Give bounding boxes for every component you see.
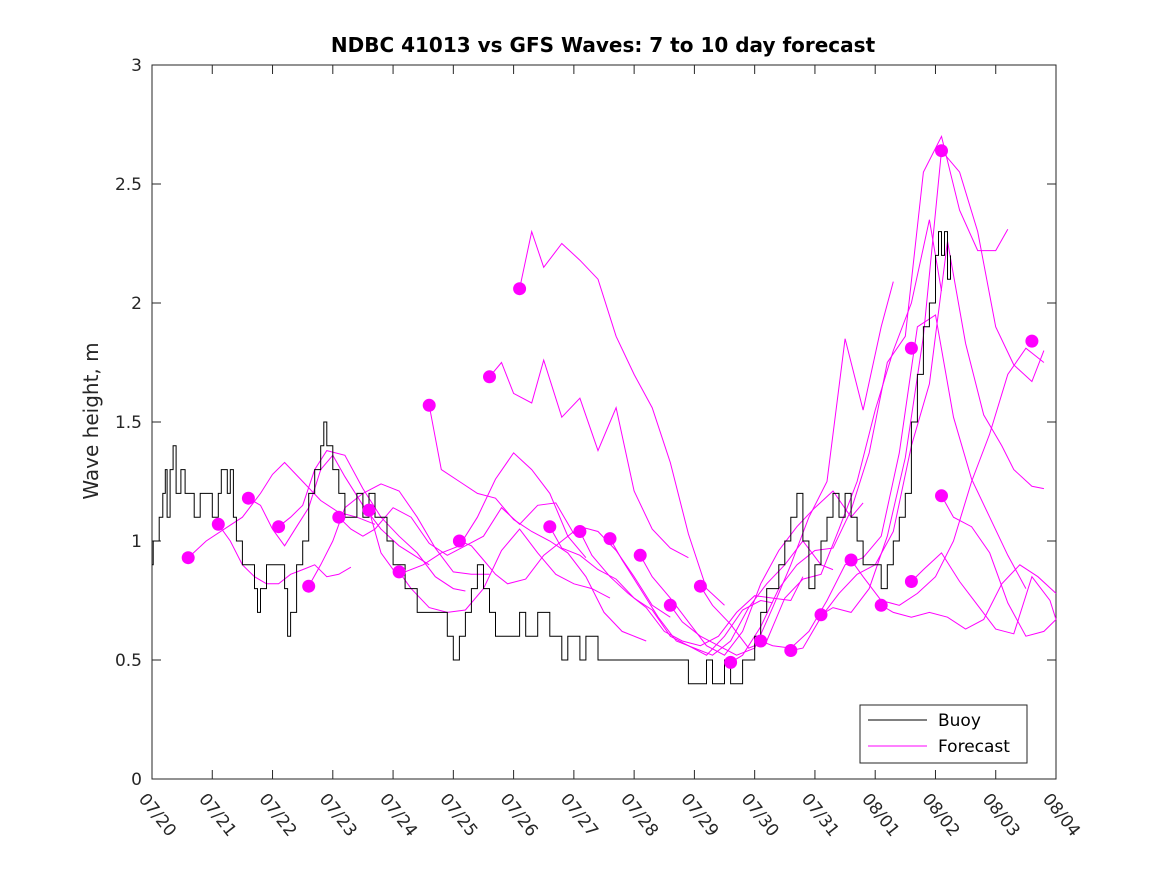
legend-box (859, 704, 1028, 764)
forecast-marker (181, 551, 195, 565)
forecast-marker (573, 525, 587, 538)
x-tick-label: 07/28 (616, 790, 662, 841)
x-tick-label: 07/25 (435, 790, 481, 841)
forecast-markers (181, 144, 1039, 669)
forecast-marker (904, 341, 918, 355)
forecast-line (278, 450, 466, 592)
legend-buoy-label: Buoy (938, 711, 981, 731)
forecast-line (941, 495, 1057, 637)
forecast-marker (543, 520, 557, 534)
y-tick-label: 2 (131, 294, 142, 314)
forecast-line (489, 358, 689, 559)
x-tick-label: 07/29 (676, 790, 722, 841)
x-tick-label: 08/01 (857, 790, 903, 841)
forecast-marker (483, 370, 496, 384)
plot-area: 07/20 07/21 07/22 07/23 07/24 07/25 07/26 07/27… (115, 56, 1084, 841)
forecast-marker (693, 579, 707, 593)
forecast-line (428, 405, 647, 642)
forecast-marker (935, 144, 948, 158)
forecast-marker (211, 517, 225, 531)
forecast-series (187, 134, 1057, 663)
y-axis: 0 0.5 1 1.5 2 2.5 3 (115, 56, 1056, 790)
plot-frame (151, 64, 1057, 780)
buoy-series (152, 231, 951, 685)
forecast-marker (874, 598, 888, 612)
forecast-marker (332, 510, 346, 524)
forecast-line (820, 149, 1045, 616)
forecast-marker (814, 608, 828, 622)
forecast-line (699, 219, 942, 649)
y-tick-label: 1 (131, 532, 142, 552)
x-tick-label: 08/04 (1038, 790, 1084, 841)
forecast-marker (513, 282, 527, 296)
y-tick-label: 3 (131, 56, 142, 76)
forecast-line (308, 483, 490, 587)
forecast-line (338, 502, 575, 556)
x-tick-label: 08/03 (978, 790, 1024, 841)
y-tick-label: 2.5 (115, 175, 142, 195)
forecast-marker (663, 598, 677, 612)
forecast-marker (272, 520, 286, 534)
x-tick-label: 07/23 (315, 790, 361, 841)
x-tick-label: 07/21 (194, 790, 240, 841)
forecast-line (609, 538, 834, 656)
forecast-marker (904, 575, 918, 588)
chart-title: NDBC 41013 vs GFS Waves: 7 to 10 day for… (331, 33, 876, 57)
forecast-line (398, 528, 611, 613)
forecast-line (850, 347, 1045, 606)
legend: Buoy Forecast (859, 704, 1028, 764)
forecast-line (459, 526, 671, 618)
x-tick-label: 07/31 (797, 790, 843, 841)
forecast-line (519, 229, 725, 606)
forecast-marker (1025, 334, 1039, 348)
forecast-line (790, 241, 1044, 651)
forecast-marker (302, 579, 316, 593)
buoy-line (152, 231, 951, 685)
forecast-line (730, 134, 1009, 663)
forecast-line (549, 526, 773, 656)
y-tick-label: 1.5 (115, 413, 142, 433)
forecast-marker (452, 534, 466, 548)
forecast-marker (392, 565, 406, 579)
forecast-marker (784, 644, 798, 657)
x-tick-label: 08/02 (918, 790, 964, 841)
forecast-line (579, 531, 804, 647)
forecast-line (880, 564, 1057, 630)
x-tick-label: 07/24 (375, 790, 421, 841)
forecast-marker (603, 532, 617, 546)
x-tick-label: 07/27 (556, 790, 602, 841)
forecast-marker (241, 491, 255, 505)
forecast-marker (362, 503, 376, 517)
legend-forecast-label: Forecast (938, 737, 1010, 757)
forecast-marker (724, 655, 738, 669)
x-tick-label: 07/30 (737, 790, 783, 841)
forecast-marker (844, 553, 858, 567)
y-tick-label: 0.5 (115, 651, 142, 671)
forecast-marker (422, 398, 436, 412)
forecast-line (911, 552, 1057, 635)
forecast-marker (633, 548, 647, 562)
x-tick-label: 07/22 (255, 790, 301, 841)
forecast-marker (935, 489, 948, 503)
x-tick-label: 07/26 (496, 790, 542, 841)
y-axis-label: Wave height, m (79, 342, 103, 499)
forecast-marker (754, 634, 768, 648)
y-tick-label: 0 (131, 770, 142, 790)
forecast-line (669, 281, 894, 656)
forecast-line (760, 314, 1027, 649)
x-tick-label: 07/20 (134, 790, 180, 841)
